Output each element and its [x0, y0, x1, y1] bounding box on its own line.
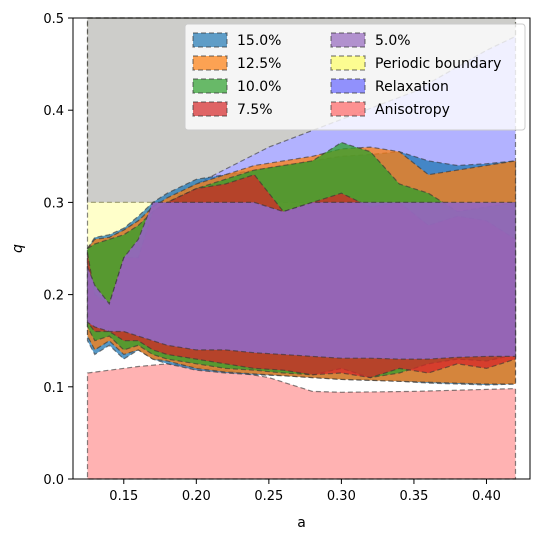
y-tick-label: 0.2: [43, 289, 64, 304]
legend-label-10-0: 10.0%: [237, 79, 281, 95]
legend-swatch-5-0: [330, 32, 366, 48]
legend-label-12-5: 12.5%: [237, 56, 281, 72]
legend-label-periodic-boundary: Periodic boundary: [375, 56, 501, 72]
plot-frame: [72, 17, 531, 480]
x-tick-label: 0.30: [327, 489, 356, 504]
legend: 15.0% 12.5% 10.0% 7.5% 5.0% Periodic boundary…: [184, 23, 526, 131]
legend-label-relaxation: Relaxation: [375, 79, 449, 95]
x-tick-label: 0.25: [254, 489, 283, 504]
legend-swatch-10-0: [192, 78, 228, 94]
legend-label-anisotropy: Anisotropy: [375, 102, 450, 118]
legend-swatch-7-5: [192, 101, 228, 117]
y-tick-label: 0.4: [43, 104, 64, 119]
x-tick-label: 0.20: [182, 489, 211, 504]
y-tick-label: 0.3: [43, 196, 64, 211]
legend-swatch-periodic-boundary: [330, 55, 366, 71]
x-axis-label: a: [297, 515, 306, 531]
legend-label-5-0: 5.0%: [375, 33, 411, 49]
y-axis-ticks: 0.0 0.1 0.2 0.3 0.4 0.5: [43, 12, 73, 488]
legend-box: [184, 23, 526, 131]
legend-label-15-0: 15.0%: [237, 33, 281, 49]
region-anisotropy: [86, 363, 517, 480]
y-axis-label: q: [10, 244, 26, 253]
y-tick-label: 0.1: [43, 381, 64, 396]
legend-swatch-12-5: [192, 55, 228, 71]
x-tick-label: 0.15: [109, 489, 138, 504]
x-axis-ticks: 0.15 0.20 0.25 0.30 0.35 0.40: [109, 479, 501, 504]
x-tick-label: 0.35: [399, 489, 428, 504]
x-tick-label: 0.40: [472, 489, 501, 504]
legend-label-7-5: 7.5%: [237, 102, 273, 118]
y-tick-label: 0.0: [43, 473, 64, 488]
legend-swatch-15-0: [192, 32, 228, 48]
legend-swatch-relaxation: [330, 78, 366, 94]
legend-swatch-anisotropy: [330, 101, 366, 117]
y-tick-label: 0.5: [43, 12, 64, 27]
region-5-0: [86, 201, 517, 360]
